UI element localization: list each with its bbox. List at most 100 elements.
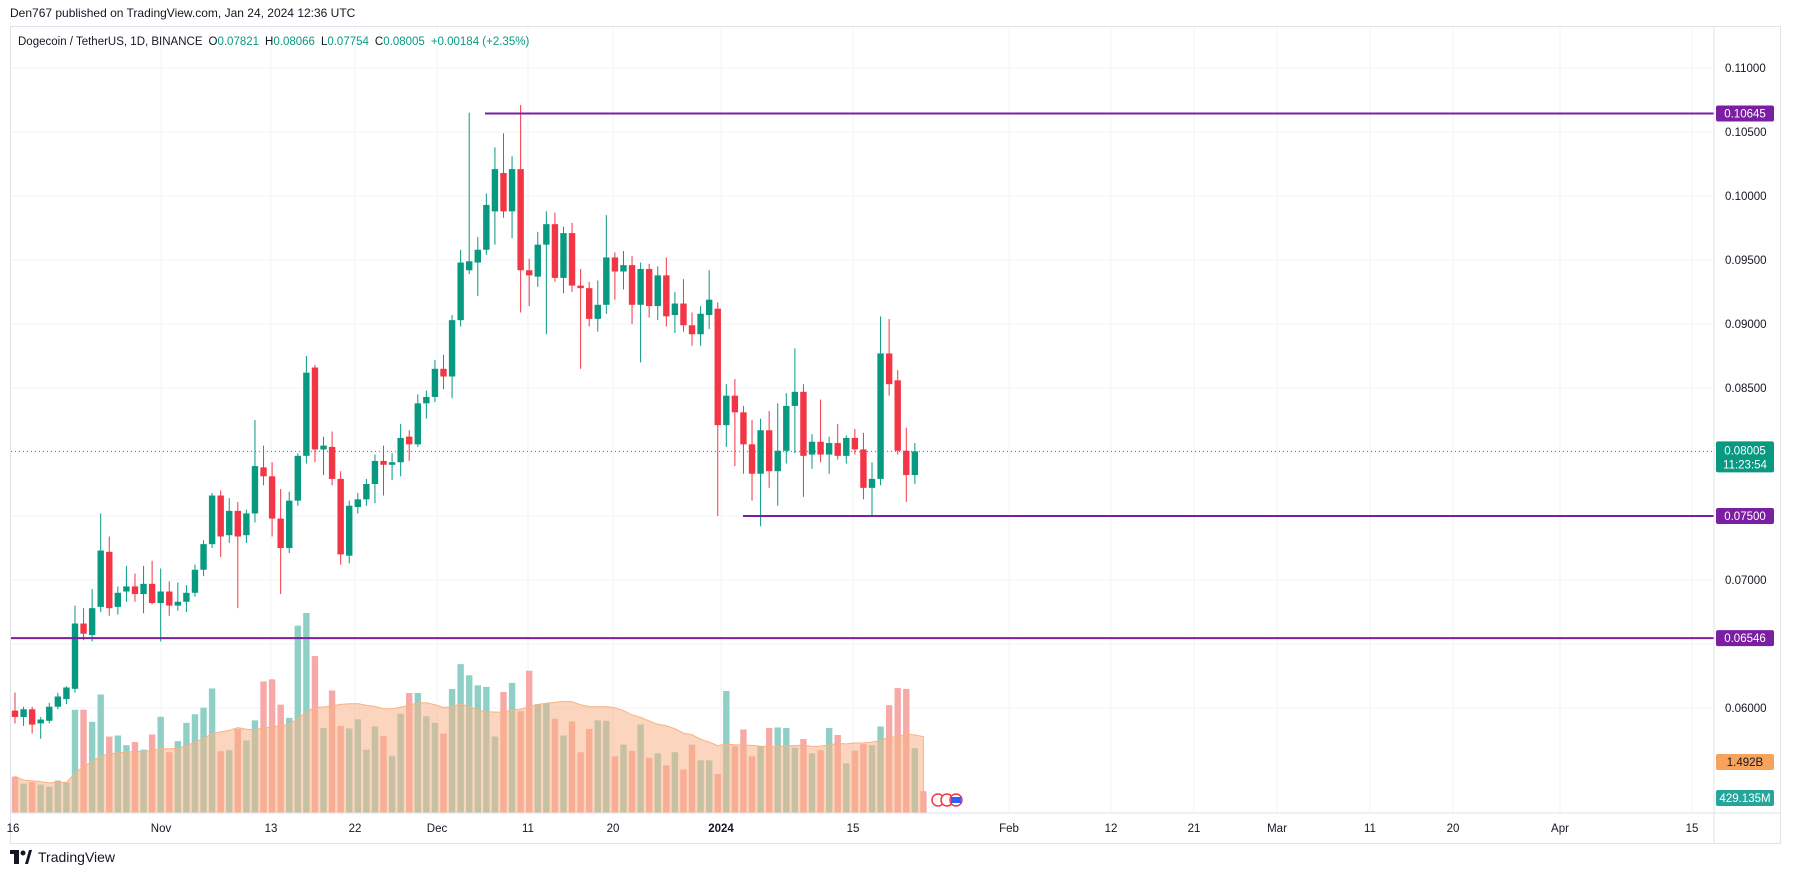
candle-body (817, 441, 824, 455)
candle-body (911, 451, 919, 476)
candle-body (903, 450, 910, 476)
candle-body (303, 372, 310, 456)
candle-body (868, 478, 876, 488)
candle (20, 706, 27, 726)
candle (303, 356, 310, 464)
level-label-box (1716, 105, 1774, 122)
candle (543, 211, 550, 335)
candle (517, 105, 524, 313)
time-tick-label: 22 (349, 823, 362, 835)
candle (191, 564, 199, 597)
candle-body (645, 268, 653, 307)
candle (637, 262, 644, 363)
candle (286, 491, 293, 554)
candle (457, 249, 464, 327)
candle (251, 420, 259, 523)
time-tick-label: Apr (1551, 823, 1569, 835)
candle-body (88, 608, 96, 636)
tradingview-brand[interactable]: TradingView (10, 849, 115, 865)
candle (714, 302, 721, 516)
candle-body (560, 233, 567, 278)
candle (63, 686, 70, 705)
candle-body (80, 623, 87, 634)
candle-body (877, 353, 884, 479)
candle (526, 258, 533, 307)
published-by-line: Den767 published on TradingView.com, Jan… (10, 6, 356, 20)
volume-last-box (1716, 790, 1774, 806)
candle (688, 312, 696, 346)
candle-body (406, 436, 413, 445)
candle (448, 315, 456, 399)
candle (123, 565, 130, 602)
candle-body (603, 257, 610, 305)
candle (611, 252, 619, 300)
candle (885, 318, 893, 396)
candle (260, 445, 267, 486)
candle (466, 112, 473, 275)
high-label: H (265, 36, 274, 48)
volume-ma-area (14, 700, 924, 814)
level-label: 0.07500 (1724, 511, 1766, 523)
candle (843, 435, 850, 464)
candle (594, 280, 601, 332)
price-tick-label: 0.06000 (1725, 703, 1767, 715)
candle-body (714, 308, 721, 426)
event-flags[interactable] (931, 793, 963, 807)
candle (328, 431, 336, 486)
candle (765, 411, 773, 488)
candle-body (834, 443, 841, 456)
axis-layer: 0.11000 0.10500 0.10000 0.09500 0.09000 0.085… (7, 27, 1780, 843)
candle (791, 348, 799, 454)
candle (80, 608, 87, 641)
candle-body (705, 299, 713, 316)
candle-body (440, 368, 447, 377)
candle (585, 281, 593, 327)
candle-body (183, 592, 190, 602)
candle (757, 418, 764, 527)
candle-body (71, 623, 79, 689)
candle-body (568, 233, 576, 286)
candle (731, 379, 739, 467)
candle-body (594, 304, 601, 319)
candle (346, 500, 353, 564)
candle-body (765, 430, 773, 472)
candle (28, 706, 36, 734)
candle-body (328, 446, 336, 479)
candle-body (397, 437, 404, 463)
time-tick-label: 11 (522, 823, 534, 835)
candle (354, 492, 361, 514)
level-label: 0.10645 (1724, 108, 1766, 120)
high-value: 0.08066 (273, 36, 315, 48)
candle-body (140, 583, 147, 595)
candle-layer (11, 105, 919, 739)
volume-ma-label: 1.492B (1727, 757, 1764, 769)
candle (568, 222, 576, 292)
candle-body (663, 275, 670, 317)
candle-body (54, 696, 62, 707)
volume-bar (71, 709, 79, 813)
candle-body (551, 224, 559, 278)
price-tick-label: 0.09500 (1725, 255, 1767, 267)
candle (97, 513, 104, 612)
symbol-legend: Dogecoin / TetherUS, 1D, BINANCE O 0.0782… (18, 36, 529, 48)
time-tick-label: 21 (1188, 823, 1201, 835)
candle (483, 193, 490, 255)
candle (131, 573, 139, 602)
candle (157, 568, 164, 642)
level-label: 0.06546 (1724, 633, 1766, 645)
candle (337, 471, 344, 565)
time-tick-label: Mar (1267, 823, 1287, 835)
candle (320, 436, 327, 476)
level-label-box (1716, 630, 1774, 647)
candle (46, 702, 53, 724)
last-price-label: 0.08005 (1724, 445, 1766, 457)
candle (474, 236, 481, 296)
candle (11, 692, 19, 724)
last-price-box (1716, 441, 1774, 473)
candle-body (791, 391, 799, 406)
candle-body (208, 495, 216, 545)
candle (671, 292, 679, 333)
candle-body (534, 244, 541, 277)
candle (226, 498, 233, 543)
